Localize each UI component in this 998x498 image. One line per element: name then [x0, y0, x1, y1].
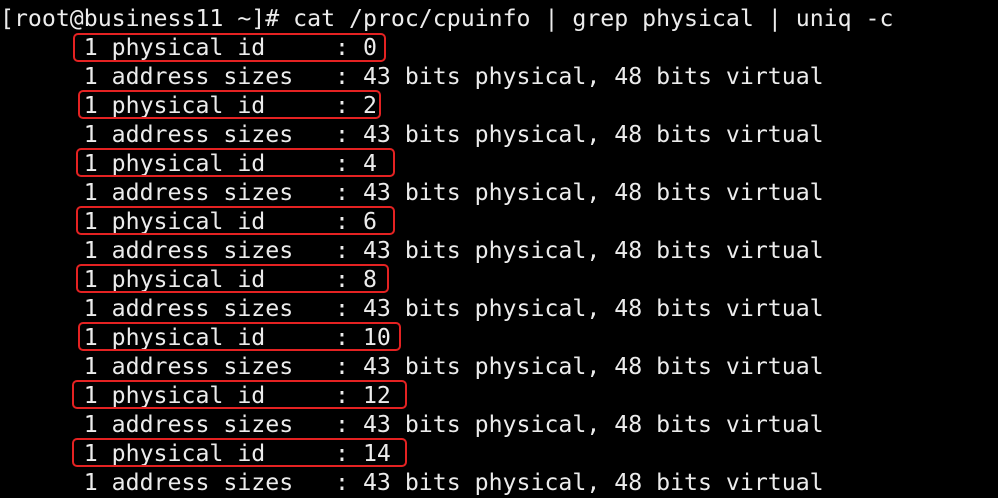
output-line: 1 address sizes : 43 bits physical, 48 b…: [0, 121, 824, 148]
output-line: 1 physical id : 0: [0, 34, 377, 61]
output-line: 1 physical id : 6: [0, 208, 377, 235]
shell-prompt: [root@business11 ~]#: [0, 5, 294, 32]
terminal-output[interactable]: [root@business11 ~]# cat /proc/cpuinfo |…: [0, 4, 893, 497]
highlight-box: [76, 264, 389, 293]
output-line: 1 physical id : 10: [0, 324, 391, 351]
output-line: 1 address sizes : 43 bits physical, 48 b…: [0, 353, 824, 380]
output-line: 1 physical id : 14: [0, 440, 391, 467]
output-line: 1 physical id : 4: [0, 150, 377, 177]
output-line: 1 physical id : 12: [0, 382, 391, 409]
command-line: [root@business11 ~]# cat /proc/cpuinfo |…: [0, 4, 893, 33]
highlight-box: [78, 90, 381, 119]
output-line: 1 address sizes : 43 bits physical, 48 b…: [0, 295, 824, 322]
output-line: 1 address sizes : 43 bits physical, 48 b…: [0, 469, 824, 496]
output-line: 1 physical id : 2: [0, 92, 377, 119]
highlight-box: [72, 380, 407, 409]
highlight-box: [76, 206, 395, 235]
output-line: 1 address sizes : 43 bits physical, 48 b…: [0, 237, 824, 264]
highlight-box: [72, 438, 407, 467]
highlight-box: [73, 33, 386, 62]
highlight-box: [76, 148, 395, 177]
highlight-box: [78, 322, 401, 351]
command-text: cat /proc/cpuinfo | grep physical | uniq…: [293, 5, 894, 32]
output-line: 1 address sizes : 43 bits physical, 48 b…: [0, 179, 824, 206]
output-line: 1 physical id : 8: [0, 266, 377, 293]
output-line: 1 address sizes : 43 bits physical, 48 b…: [0, 63, 824, 90]
output-line: 1 address sizes : 43 bits physical, 48 b…: [0, 411, 824, 438]
